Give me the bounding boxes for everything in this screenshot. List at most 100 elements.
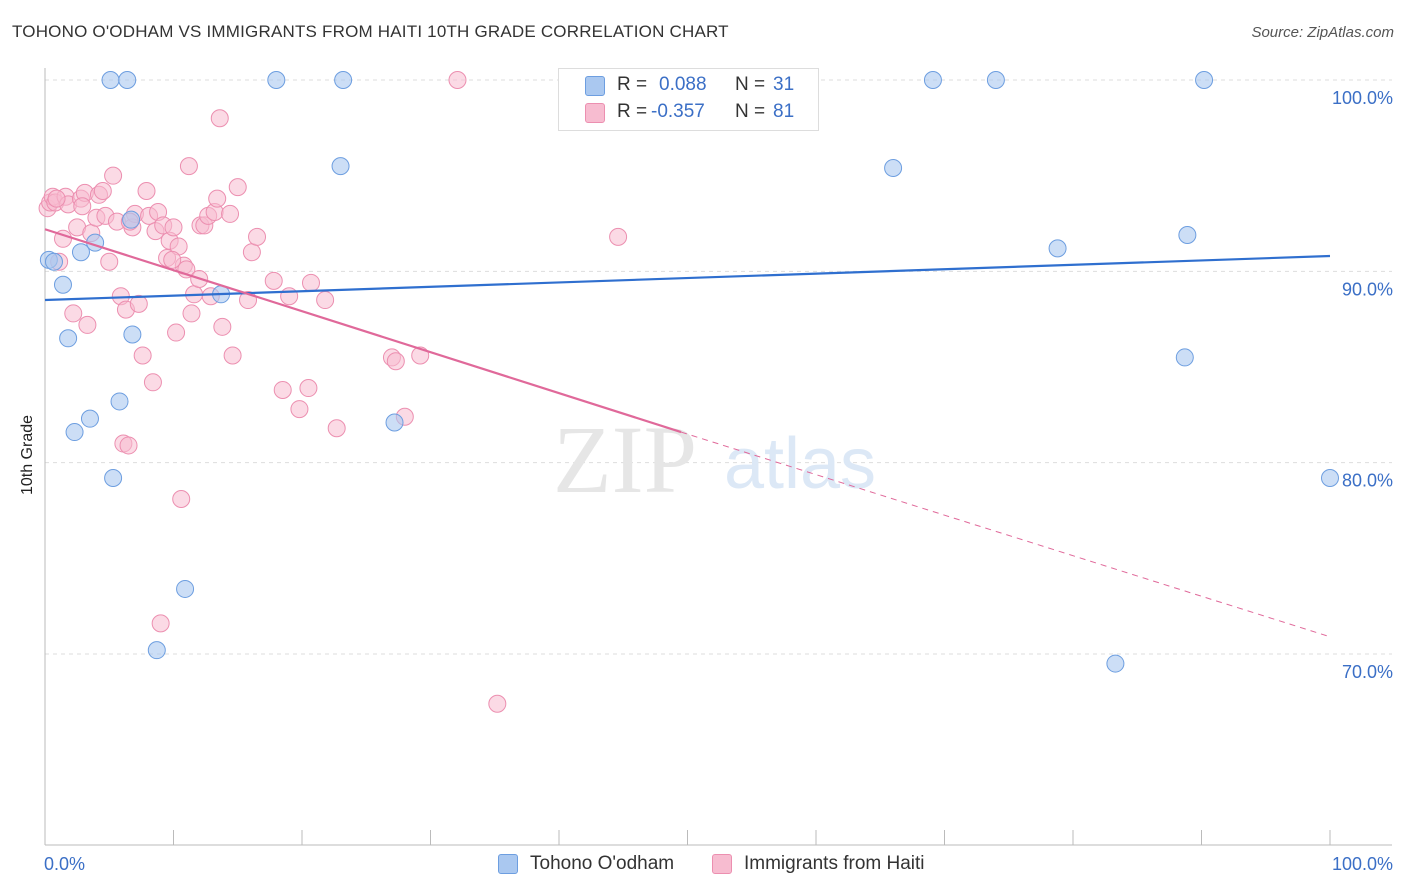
trend-lines <box>44 228 1331 638</box>
series-tohono-oodham <box>39 71 1339 673</box>
data-point-tohono <box>385 413 404 432</box>
data-point-haiti <box>280 287 299 306</box>
data-point-tohono <box>1321 468 1339 487</box>
legend-label: Immigrants from Haiti <box>744 853 925 874</box>
data-point-tohono <box>1178 225 1197 244</box>
y-tick-label: 100.0% <box>1332 88 1393 108</box>
legend-swatch-pink <box>712 854 732 874</box>
data-point-tohono <box>65 423 84 442</box>
data-point-tohono <box>923 71 942 89</box>
trend-line-tohono <box>44 254 1331 302</box>
data-point-tohono <box>176 579 195 598</box>
r-label: R = <box>617 74 648 95</box>
data-point-haiti <box>73 197 92 216</box>
data-point-haiti <box>64 304 83 323</box>
legend-label: Tohono O'odham <box>530 853 675 874</box>
y-tick-label: 70.0% <box>1342 662 1393 682</box>
legend-item-haiti: Immigrants from Haiti <box>712 852 952 876</box>
data-point-haiti <box>609 227 628 246</box>
data-point-haiti <box>182 304 201 323</box>
stats-row-tohono: R = 0.088 N = 31 <box>559 73 818 99</box>
data-point-tohono <box>1175 348 1194 367</box>
y-tick-label: 80.0% <box>1342 471 1393 491</box>
data-point-tohono <box>71 243 90 262</box>
data-point-haiti <box>213 317 232 336</box>
data-point-haiti <box>164 218 183 237</box>
n-label: N = <box>735 101 766 122</box>
data-point-haiti <box>167 323 186 342</box>
data-point-haiti <box>327 419 346 438</box>
data-point-tohono <box>80 409 99 428</box>
x-tick-label: 100.0% <box>1332 854 1393 874</box>
trend-line-haiti <box>44 228 682 434</box>
chart-title: TOHONO O'ODHAM VS IMMIGRANTS FROM HAITI … <box>12 22 729 41</box>
legend-swatch-pink <box>585 103 605 123</box>
r-value: 0.088 <box>659 74 707 95</box>
data-point-haiti <box>264 271 283 290</box>
data-point-tohono <box>110 392 129 411</box>
source-label: Source: ZipAtlas.com <box>1251 24 1394 41</box>
data-point-haiti <box>151 614 170 633</box>
data-point-tohono <box>334 71 353 89</box>
data-point-tohono <box>1048 239 1067 258</box>
data-point-haiti <box>290 400 309 419</box>
data-point-tohono <box>1106 654 1125 673</box>
watermark-atlas: atlas <box>724 424 876 504</box>
r-label: R = <box>617 101 648 122</box>
data-point-tohono <box>986 71 1005 89</box>
x-tick-label: 0.0% <box>44 854 85 874</box>
watermark-zip: ZIP <box>553 406 697 513</box>
n-label: N = <box>735 74 766 95</box>
gridlines <box>45 79 1392 655</box>
data-point-haiti <box>129 294 148 313</box>
legend-swatch-blue <box>585 76 605 96</box>
axes <box>44 68 1392 846</box>
data-point-tohono <box>59 329 78 348</box>
data-point-tohono <box>1195 71 1214 89</box>
data-point-haiti <box>301 273 320 292</box>
data-point-haiti <box>488 694 507 713</box>
stats-legend: R = 0.088 N = 31 R = -0.357 N = 81 <box>558 68 819 131</box>
data-point-haiti <box>163 250 182 269</box>
data-point-tohono <box>267 71 286 89</box>
data-point-haiti <box>210 109 229 128</box>
data-point-tohono <box>331 157 350 176</box>
data-point-tohono <box>101 71 120 89</box>
data-point-haiti <box>242 243 261 262</box>
series-immigrants-from-haiti <box>38 71 628 713</box>
data-point-tohono <box>123 325 142 344</box>
data-point-tohono <box>118 71 137 89</box>
data-point-haiti <box>100 252 119 271</box>
tick-labels: 70.0% 80.0% 90.0% 100.0% 0.0% 100.0% <box>44 88 1393 874</box>
stats-row-haiti: R = -0.357 N = 81 <box>559 100 818 126</box>
data-point-tohono <box>147 641 166 660</box>
data-point-haiti <box>223 346 242 365</box>
data-point-haiti <box>143 373 162 392</box>
data-point-haiti <box>78 315 97 334</box>
data-point-haiti <box>179 157 198 176</box>
data-point-haiti <box>119 436 138 455</box>
y-tick-label: 90.0% <box>1342 279 1393 299</box>
data-point-haiti <box>316 291 335 310</box>
n-value: 31 <box>773 74 795 95</box>
data-point-tohono <box>122 210 141 229</box>
data-point-tohono <box>104 468 123 487</box>
data-point-haiti <box>172 490 191 509</box>
r-value: -0.357 <box>651 101 705 122</box>
data-point-haiti <box>221 204 240 223</box>
data-point-haiti <box>448 71 467 89</box>
legend-swatch-blue <box>498 854 518 874</box>
trend-line-haiti-extrapolated <box>680 431 1331 638</box>
data-point-haiti <box>104 166 123 185</box>
data-point-haiti <box>299 379 318 398</box>
n-value: 81 <box>773 101 795 122</box>
legend-item-tohono: Tohono O'odham <box>498 852 698 876</box>
data-point-haiti <box>93 181 112 200</box>
data-point-haiti <box>133 346 152 365</box>
data-point-haiti <box>228 178 247 197</box>
data-point-haiti <box>137 181 156 200</box>
data-point-tohono <box>884 159 903 178</box>
data-point-haiti <box>273 380 292 399</box>
data-point-haiti <box>386 352 405 371</box>
